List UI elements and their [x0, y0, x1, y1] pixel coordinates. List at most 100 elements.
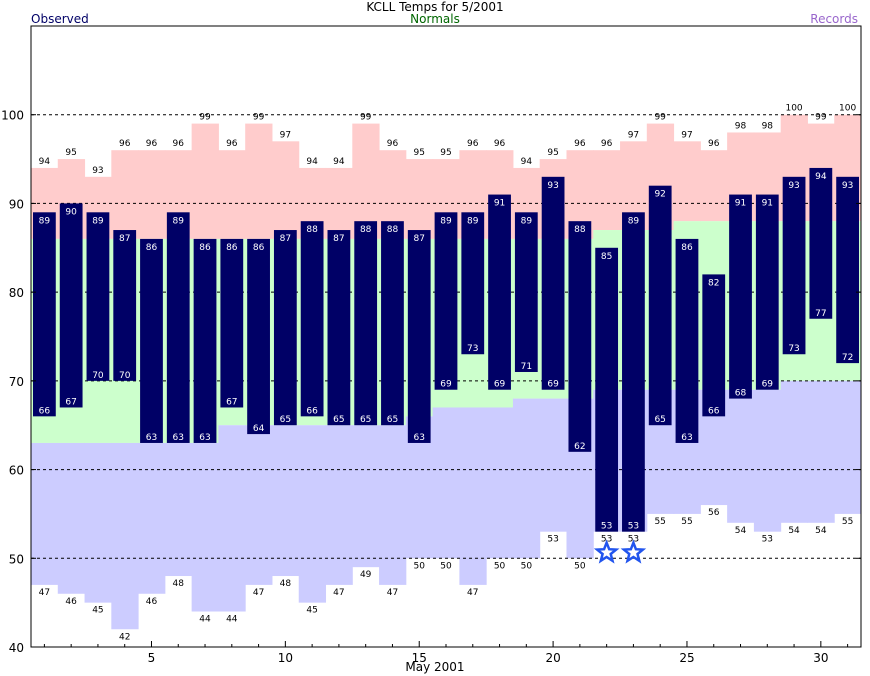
record-low-label: 48: [173, 579, 185, 589]
observed-high-label: 87: [119, 234, 130, 244]
x-axis-label: May 2001: [405, 660, 465, 674]
record-high-label: 96: [601, 139, 613, 149]
record-low-band: [325, 425, 353, 585]
y-tick-label: 90: [9, 197, 24, 211]
observed-bar: [622, 212, 645, 532]
record-low-band: [271, 425, 300, 577]
record-low-label: 50: [494, 561, 506, 571]
record-high-band: [138, 150, 166, 239]
observed-low-label: 63: [413, 433, 424, 443]
record-low-band: [218, 425, 246, 612]
observed-low-label: 65: [654, 415, 665, 425]
observed-low-label: 73: [788, 344, 799, 354]
observed-high-label: 93: [842, 181, 853, 191]
record-low-band: [834, 380, 862, 514]
observed-high-label: 94: [815, 172, 827, 182]
record-low-label: 54: [735, 526, 747, 536]
record-high-label: 94: [521, 157, 533, 167]
record-high-label: 96: [708, 139, 720, 149]
observed-low-label: 66: [306, 406, 318, 416]
record-high-label: 95: [547, 148, 558, 158]
record-high-label: 95: [440, 148, 451, 158]
observed-low-label: 69: [762, 380, 774, 390]
observed-bar: [702, 274, 726, 417]
record-high-band: [111, 150, 139, 239]
observed-low-label: 69: [547, 380, 559, 390]
record-high-label: 99: [815, 113, 827, 123]
record-high-band: [191, 123, 219, 239]
observed-bar: [113, 230, 137, 381]
record-low-label: 46: [146, 597, 158, 607]
observed-high-label: 93: [547, 181, 558, 191]
record-low-band: [512, 398, 541, 559]
observed-low-label: 53: [601, 522, 612, 532]
record-low-band: [352, 425, 380, 568]
record-low-band: [807, 380, 835, 523]
record-high-label: 94: [333, 157, 345, 167]
record-star-icon: [593, 539, 620, 564]
record-low-band: [379, 425, 407, 585]
record-low-band: [57, 442, 86, 594]
record-high-label: 95: [65, 148, 76, 158]
record-low-label: 47: [39, 588, 50, 598]
observed-low-label: 73: [467, 344, 478, 354]
record-high-label: 96: [119, 139, 131, 149]
record-low-band: [164, 442, 193, 577]
y-tick-label: 70: [9, 375, 24, 389]
observed-bar: [327, 230, 351, 426]
record-high-label: 97: [681, 130, 692, 140]
record-high-label: 97: [280, 130, 291, 140]
observed-low-label: 64: [253, 424, 265, 434]
record-high-label: 96: [226, 139, 238, 149]
record-low-label: 47: [387, 588, 398, 598]
observed-bar: [836, 176, 859, 364]
record-low-label: 45: [92, 606, 103, 616]
x-tick-label: 30: [813, 651, 828, 665]
observed-bar: [166, 212, 190, 443]
observed-bar: [273, 230, 297, 426]
record-low-label: 47: [253, 588, 264, 598]
record-low-label: 50: [440, 561, 452, 571]
x-tick-label: 5: [148, 651, 156, 665]
observed-bar: [33, 212, 56, 417]
observed-low-label: 65: [333, 415, 344, 425]
record-high-label: 96: [146, 139, 158, 149]
observed-high-label: 93: [788, 181, 799, 191]
observed-low-label: 77: [815, 309, 826, 319]
observed-bar: [354, 221, 378, 426]
observed-bar: [247, 238, 270, 435]
record-low-label: 55: [842, 517, 853, 527]
record-high-label: 96: [467, 139, 479, 149]
observed-high-label: 86: [226, 243, 238, 253]
record-low-band: [245, 425, 273, 585]
record-high-label: 99: [360, 113, 372, 123]
observed-bar: [407, 230, 431, 443]
record-high-label: 96: [173, 139, 185, 149]
record-high-band: [271, 141, 300, 239]
record-high-band: [673, 141, 701, 222]
observed-low-label: 63: [681, 433, 692, 443]
record-low-band: [298, 425, 327, 603]
record-low-band: [138, 442, 166, 594]
record-low-band: [753, 389, 782, 532]
record-high-label: 96: [387, 139, 399, 149]
observed-high-label: 89: [521, 216, 533, 226]
record-high-label: 99: [199, 113, 211, 123]
legend-observed: Observed: [31, 12, 89, 26]
observed-high-label: 85: [601, 252, 612, 262]
x-tick-label: 10: [278, 651, 293, 665]
observed-high-label: 86: [146, 243, 158, 253]
observed-low-label: 65: [360, 415, 371, 425]
observed-high-label: 88: [360, 225, 372, 235]
record-low-label: 55: [654, 517, 665, 527]
record-high-label: 99: [253, 113, 265, 123]
observed-low-label: 53: [628, 522, 639, 532]
record-low-label: 44: [199, 615, 211, 625]
y-tick-label: 40: [9, 641, 24, 655]
observed-bar: [568, 221, 592, 452]
observed-high-label: 89: [39, 216, 51, 226]
record-low-label: 54: [815, 526, 827, 536]
y-tick-label: 60: [9, 464, 24, 478]
record-low-label: 55: [681, 517, 692, 527]
